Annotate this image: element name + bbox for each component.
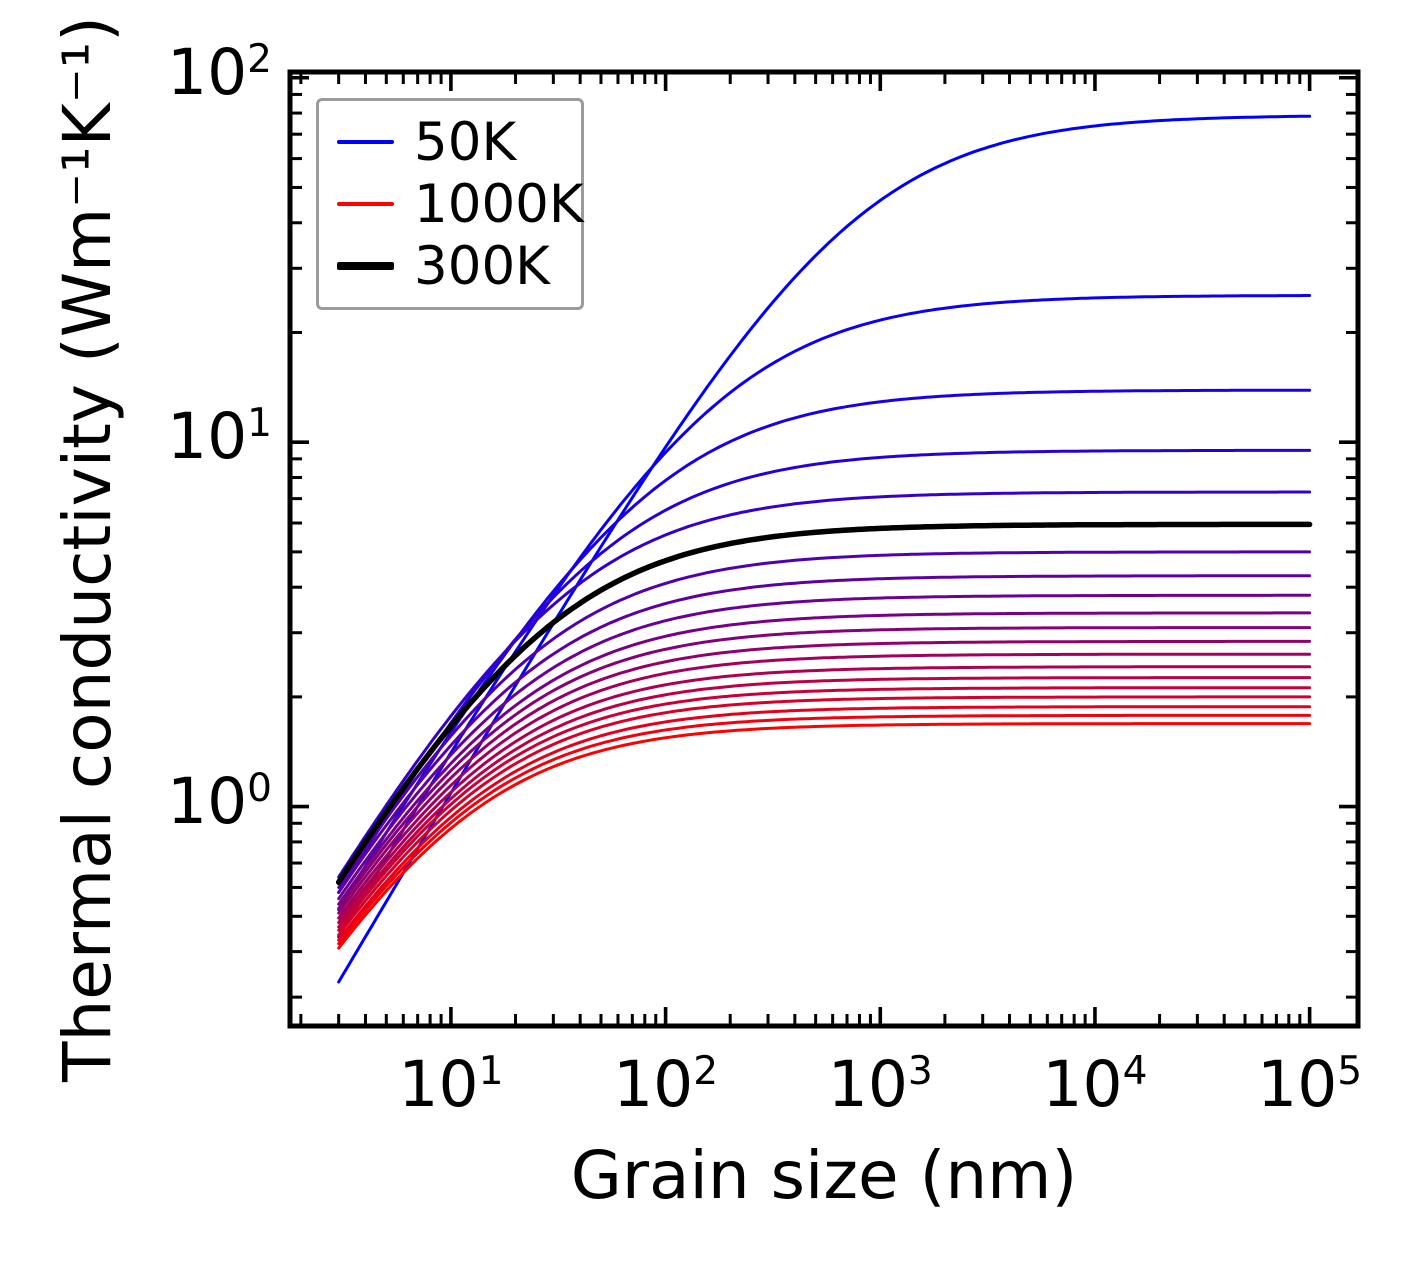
curve-50K <box>337 114 1312 984</box>
curve-800K <box>337 686 1312 932</box>
curve-250K <box>337 490 1312 879</box>
x-tick-label-10e4: 104 <box>1042 1048 1148 1121</box>
curve-350K <box>337 550 1312 889</box>
legend-entry-1000K: 1000K <box>337 173 584 235</box>
y-axis-label: Thermal conductivity (Wm⁻¹K⁻¹) <box>49 16 126 1082</box>
x-axis-label: Grain size (nm) <box>570 1137 1078 1214</box>
curve-1000K <box>337 722 1312 950</box>
legend-label: 300K <box>414 235 550 297</box>
curve-900K <box>337 705 1312 942</box>
curve-700K <box>337 665 1312 924</box>
curve-450K <box>337 593 1312 901</box>
curve-950K <box>337 713 1312 946</box>
y-tick-label-10e2: 102 <box>166 35 272 109</box>
curve-400K <box>337 574 1312 894</box>
y-tick-label-10e1: 101 <box>166 400 272 474</box>
legend-label: 50K <box>414 111 517 173</box>
curve-850K <box>337 695 1312 937</box>
legend-label: 1000K <box>414 173 584 235</box>
legend-line-sample-1000K <box>337 202 394 206</box>
legend-entry-300K: 300K <box>337 235 581 297</box>
x-tick-label-10e2: 102 <box>613 1048 719 1121</box>
legend-line-sample-50K <box>337 140 394 144</box>
curve-150K <box>337 388 1312 912</box>
y-tick-label-10e0: 100 <box>166 764 272 838</box>
curve-550K <box>337 626 1312 910</box>
legend: 50K 1000K 300K <box>316 98 584 310</box>
x-tick-label-10e1: 101 <box>398 1048 504 1121</box>
curve-750K <box>337 676 1312 929</box>
curve-600K <box>337 639 1312 915</box>
x-tick-label-10e3: 103 <box>827 1048 933 1121</box>
curve-500K <box>337 611 1312 906</box>
plot-frame <box>287 69 1361 1029</box>
legend-line-sample-300K <box>337 262 394 270</box>
curve-100K <box>337 294 1312 939</box>
curve-300K <box>335 521 1313 886</box>
legend-entry-50K: 50K <box>337 111 581 173</box>
curve-650K <box>337 652 1312 920</box>
x-tick-label-10e5: 105 <box>1257 1048 1363 1121</box>
